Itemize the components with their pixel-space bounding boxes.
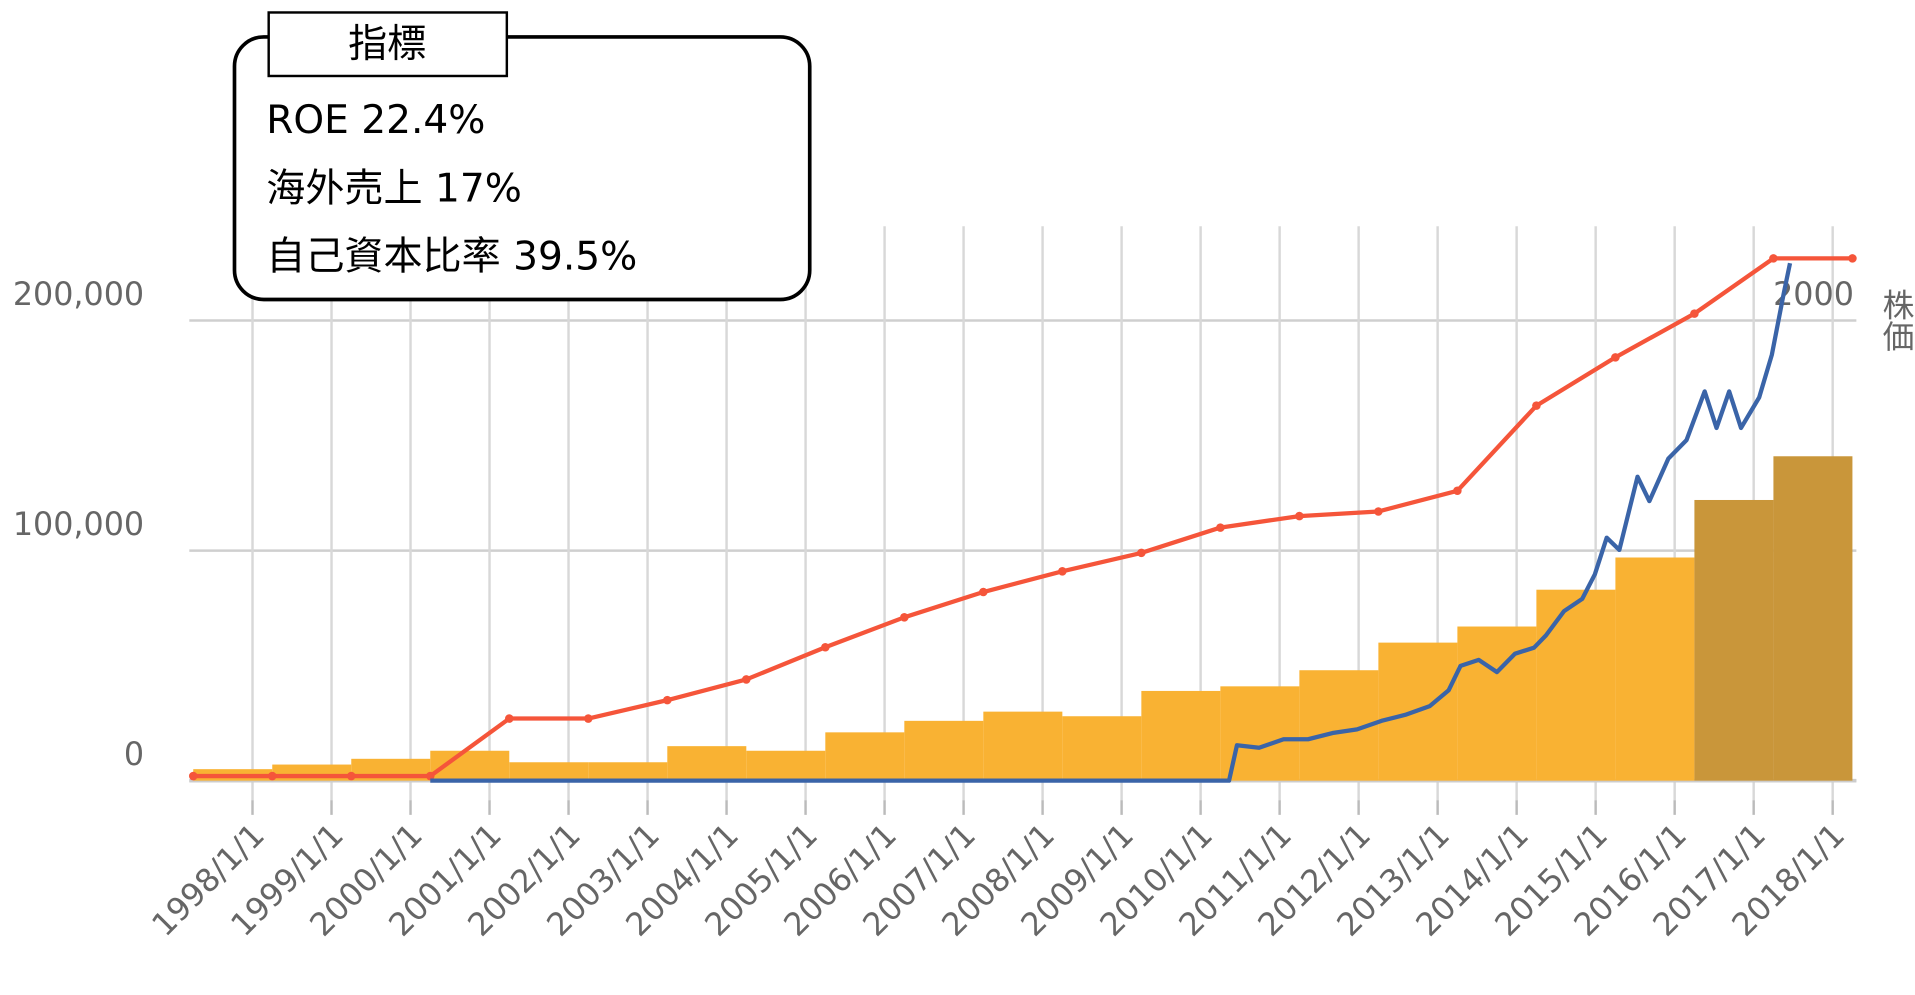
y-tick-label: 200,000 (13, 277, 144, 313)
line-marker (1848, 254, 1857, 263)
line-marker (1295, 511, 1304, 521)
line-marker (267, 771, 277, 781)
bar (667, 746, 747, 781)
line-marker (1453, 486, 1462, 496)
bar (272, 764, 352, 781)
annotation-line: ROE 22.4% (266, 98, 485, 143)
bar (1062, 716, 1142, 781)
line-marker (1611, 353, 1620, 362)
annotation-frame (232, 35, 812, 302)
annotation-box: 指標 ROE 22.4% 海外売上 17% 自己資本比率 39.5% (232, 11, 812, 302)
line-marker (1769, 254, 1778, 263)
line-marker (1690, 309, 1699, 318)
line-marker (663, 695, 672, 705)
line-marker (821, 642, 830, 652)
line-marker (1532, 401, 1541, 410)
line-marker (426, 771, 435, 781)
line-marker (900, 613, 909, 622)
bar (746, 750, 826, 781)
line (430, 262, 1793, 783)
line-marker (505, 714, 514, 723)
bar (904, 720, 984, 781)
bar (1773, 456, 1853, 781)
bar (1615, 557, 1695, 781)
bar (1536, 589, 1616, 781)
annotation-tab (267, 11, 509, 78)
bar (1694, 499, 1774, 781)
bar (983, 711, 1063, 781)
line-marker (188, 771, 198, 781)
bar (1141, 690, 1221, 781)
annotation-title: 指標 (348, 22, 426, 67)
bar (825, 732, 905, 781)
annotation-line: 海外売上 17% (266, 166, 522, 211)
bar (509, 762, 589, 781)
line-marker (346, 771, 356, 781)
line-marker (979, 587, 988, 597)
line-marker (742, 675, 751, 684)
annotation-line: 自己資本比率 39.5% (266, 235, 637, 280)
y-tick-label: 100,000 (13, 507, 144, 543)
line-marker (1137, 548, 1146, 558)
plot-area: 0100,000200,0000100020001998/1/11999/1/1… (13, 226, 1857, 944)
y2-axis-label: 株価 (1877, 288, 1914, 352)
line (193, 256, 1853, 779)
y-tick-label: 0 (124, 737, 144, 773)
line-marker (1374, 507, 1383, 516)
line-marker (584, 714, 593, 723)
line-marker (1058, 567, 1067, 576)
line-marker (1216, 523, 1225, 532)
bar (588, 762, 668, 781)
